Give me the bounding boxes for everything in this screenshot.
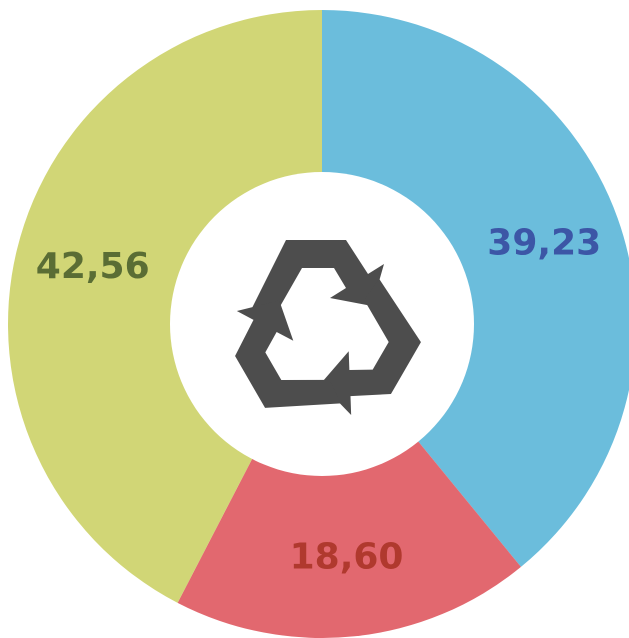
labels: 39,23 18,60 42,56 (36, 223, 601, 578)
recycle-arrow (252, 240, 384, 310)
slice (322, 10, 629, 567)
slice (8, 10, 322, 603)
data-label: 18,60 (290, 537, 404, 578)
data-label: 42,56 (36, 246, 150, 287)
slices (8, 10, 629, 638)
donut-hole (170, 172, 474, 476)
recycle-icon (216, 240, 438, 438)
slice (177, 324, 521, 638)
data-label: 39,23 (487, 223, 601, 264)
